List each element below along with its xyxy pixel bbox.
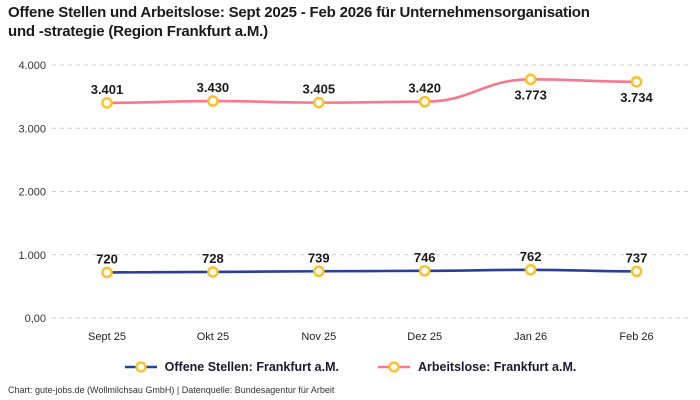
data-point-label: 3.401: [91, 82, 124, 97]
y-axis-tick-label: 3.000: [18, 123, 46, 135]
data-point-marker[interactable]: [312, 96, 325, 109]
data-point-label: 720: [96, 251, 118, 266]
data-point-label: 3.430: [197, 80, 230, 95]
chart-source-note: Chart: gute-jobs.de (Wollmilchsau GmbH) …: [8, 385, 335, 395]
x-axis-tick-label: Feb 26: [619, 331, 653, 343]
data-point-marker[interactable]: [101, 266, 113, 279]
y-axis-tick-label: 0,00: [25, 313, 46, 325]
data-point-label: 728: [202, 251, 224, 266]
x-axis-tick-label: Dez 25: [407, 331, 442, 343]
x-axis-tick-label: Sept 25: [88, 331, 126, 343]
series-line-arbeitslose: [105, 78, 638, 105]
line-chart-canvas: 0,00 1.000 2.000 3.000 4.000 Sept 25 Okt 25 Nov…: [18, 60, 690, 343]
x-axis-tick-label: Okt 25: [197, 331, 229, 343]
data-point-label: 3.773: [514, 87, 547, 102]
x-axis-tick-label: Nov 25: [301, 331, 336, 343]
data-point-marker[interactable]: [630, 75, 643, 88]
data-point-label: 3.405: [303, 82, 336, 97]
data-point-marker[interactable]: [524, 73, 537, 86]
legend-label-arbeitslose: Arbeitslose: Frankfurt a.M.: [417, 360, 577, 374]
data-point-label: 3.734: [620, 90, 653, 105]
data-point-marker[interactable]: [207, 266, 219, 278]
series-line-offene-stellen: [105, 268, 638, 274]
data-point-label: 737: [626, 250, 648, 265]
chart-title-line1: Offene Stellen und Arbeitslose: Sept 202…: [8, 4, 590, 21]
data-point-marker[interactable]: [630, 265, 643, 278]
legend-item-arbeitslose[interactable]: Arbeitslose: Frankfurt a.M.: [377, 360, 576, 374]
y-axis-tick-label: 1.000: [18, 250, 46, 262]
legend-line-marker-icon: [377, 361, 410, 373]
data-point-marker[interactable]: [101, 97, 113, 109]
legend-line-marker-icon: [124, 361, 157, 373]
y-axis-tick-label: 2.000: [18, 187, 46, 199]
data-point-marker[interactable]: [418, 95, 431, 108]
legend-label-offene-stellen: Offene Stellen: Frankfurt a.M.: [164, 360, 339, 374]
data-point-marker[interactable]: [312, 265, 325, 278]
legend-item-offene-stellen[interactable]: Offene Stellen: Frankfurt a.M.: [124, 360, 339, 374]
data-point-marker[interactable]: [418, 264, 431, 277]
chart-title-line2: und -strategie (Region Frankfurt a.M.): [8, 23, 268, 40]
data-point-label: 762: [520, 249, 542, 264]
data-point-label: 739: [308, 250, 330, 265]
chart-legend: Offene Stellen: Frankfurt a.M. Arbeitslo…: [0, 360, 700, 374]
data-point-label: 746: [414, 250, 436, 265]
data-point-marker[interactable]: [207, 95, 219, 107]
x-axis-tick-label: Jan 26: [514, 331, 547, 343]
y-axis-tick-label: 4.000: [18, 60, 46, 72]
data-point-marker[interactable]: [524, 263, 537, 276]
data-point-label: 3.420: [408, 81, 441, 96]
chart-title: Offene Stellen und Arbeitslose: Sept 202…: [8, 3, 688, 41]
